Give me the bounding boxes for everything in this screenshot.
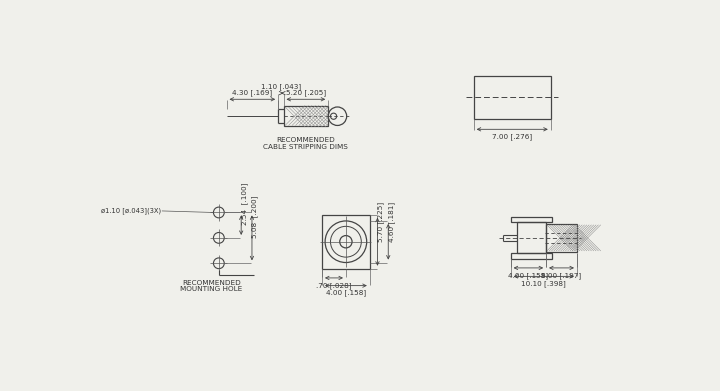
Text: 10.10 [.398]: 10.10 [.398] bbox=[521, 280, 566, 287]
Text: 4.60 [.181]: 4.60 [.181] bbox=[388, 202, 395, 242]
Bar bbox=[284, 106, 328, 126]
Text: MOUNTING HOLE: MOUNTING HOLE bbox=[180, 287, 242, 292]
Text: 5.20 [.205]: 5.20 [.205] bbox=[286, 90, 326, 96]
Text: 4.00 [.158]: 4.00 [.158] bbox=[326, 289, 366, 296]
Text: 5.08  [.200]: 5.08 [.200] bbox=[252, 196, 258, 238]
Text: 5.70 [.225]: 5.70 [.225] bbox=[377, 202, 384, 242]
Text: 1.10 [.043]: 1.10 [.043] bbox=[261, 83, 301, 90]
Bar bbox=[474, 76, 551, 118]
Text: 4.30 [.169]: 4.30 [.169] bbox=[233, 90, 272, 96]
Text: 5.00 [.197]: 5.00 [.197] bbox=[541, 272, 582, 278]
Text: RECOMMENDED: RECOMMENDED bbox=[181, 280, 240, 285]
Bar bbox=[510, 253, 552, 259]
Text: .70 [.028]: .70 [.028] bbox=[316, 282, 351, 289]
Text: 4.00 [.158]: 4.00 [.158] bbox=[508, 272, 549, 278]
Text: 2.54  [.100]: 2.54 [.100] bbox=[241, 183, 248, 225]
Text: RECOMMENDED: RECOMMENDED bbox=[276, 137, 336, 143]
Bar bbox=[510, 217, 552, 222]
Bar bbox=[546, 224, 577, 252]
Bar bbox=[517, 222, 546, 253]
Text: ø1.10 [ø.043](3X): ø1.10 [ø.043](3X) bbox=[101, 207, 161, 213]
Bar bbox=[322, 215, 370, 269]
Text: CABLE STRIPPING DIMS: CABLE STRIPPING DIMS bbox=[264, 144, 348, 150]
Text: 7.00 [.276]: 7.00 [.276] bbox=[492, 133, 532, 140]
